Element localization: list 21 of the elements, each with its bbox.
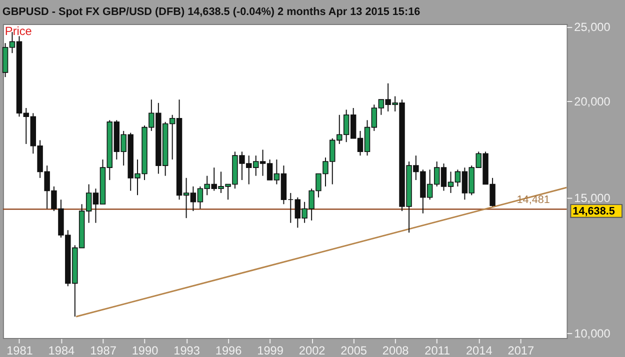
- x-tick-label: 2014: [466, 343, 493, 357]
- x-tick-label: 1987: [90, 343, 116, 357]
- x-tick-label: 1984: [48, 343, 76, 357]
- x-tick-label: 2011: [424, 343, 450, 357]
- x-tick-label: 1981: [6, 343, 33, 357]
- ref-line-label: 14,481: [516, 194, 550, 206]
- y-tick-label: 10,000: [574, 326, 611, 340]
- x-tick-label: 2002: [298, 343, 326, 357]
- text: 14,638.5: [572, 205, 615, 218]
- y-tick-label: 20,000: [574, 94, 611, 109]
- chart-title: GBPUSD - Spot FX GBP/USD (DFB) 14,638.5 (-0.04%) 2 months Apr 13 2015 15:16: [2, 6, 420, 18]
- y-tick-label: 25,000: [574, 20, 611, 34]
- x-tick-label: 1993: [174, 343, 200, 357]
- x-tick-label: 2017: [508, 343, 534, 357]
- y-axis-title: Price: [4, 24, 32, 38]
- x-tick-label: 1990: [132, 343, 159, 357]
- x-tick-label: 1999: [257, 343, 284, 357]
- x-tick-label: 2005: [340, 343, 368, 357]
- x-tick-label: 2008: [382, 343, 410, 357]
- x-tick-label: 1996: [215, 343, 242, 357]
- y-tick-label: 15,000: [574, 190, 611, 205]
